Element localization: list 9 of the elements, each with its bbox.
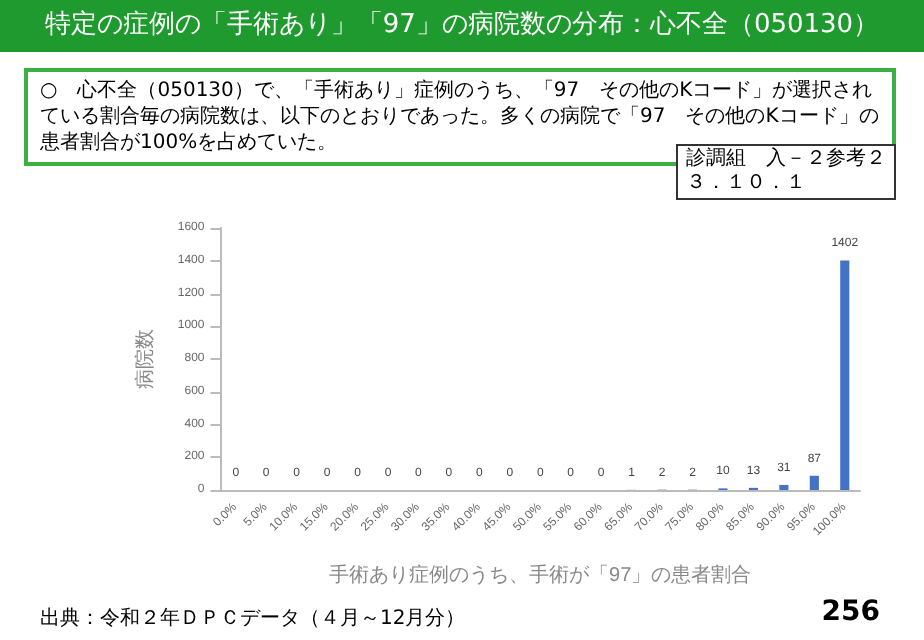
source-note: 出典：令和２年ＤＰＣデータ（４月～12月分） — [40, 605, 466, 632]
bar — [779, 484, 789, 490]
text: ３．１０．１ — [686, 172, 808, 196]
text: 256 — [821, 596, 880, 628]
chart-title: 特定の症例の「手術あり」「97」の病院数の分布：心不全（050130） — [0, 0, 924, 52]
y-axis-title: 病院数 — [133, 329, 157, 389]
x-axis-title: 手術あり症例のうち、手術が「97」の患者割合 — [329, 563, 752, 587]
bar — [840, 260, 850, 490]
bar — [809, 475, 819, 490]
